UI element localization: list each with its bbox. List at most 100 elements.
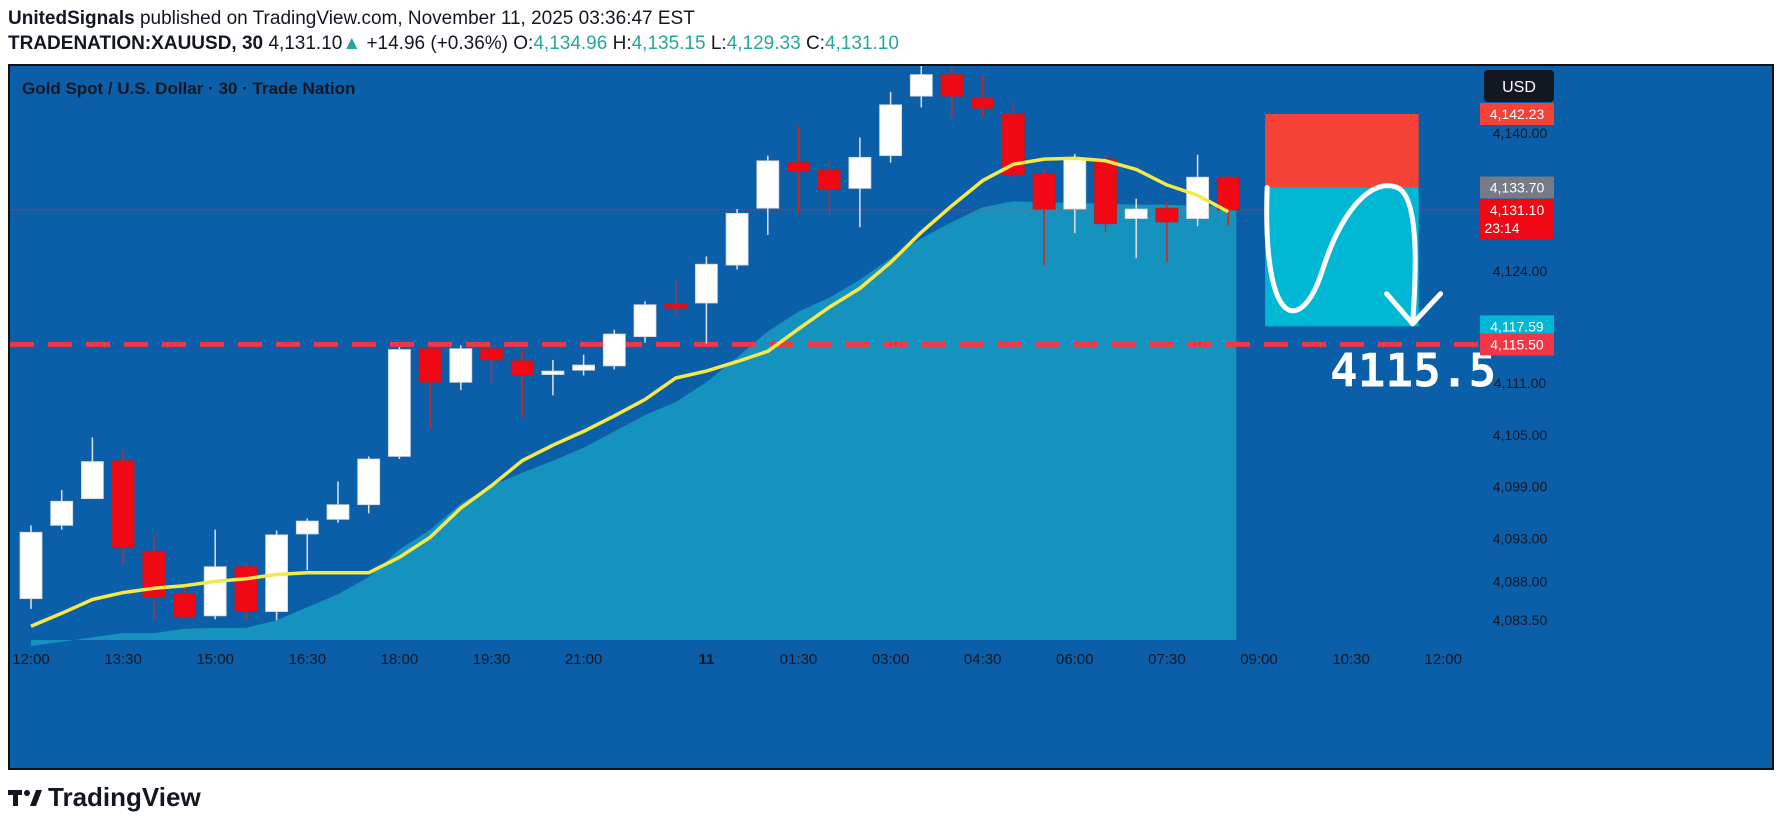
candle [1032,169,1056,266]
footer-brand: TradingView [8,782,201,813]
candle [480,343,503,384]
candle-body [111,460,135,549]
x-tick-label: 11 [698,651,714,668]
price-change: +14.96 (+0.36%) [366,33,508,54]
price-chart[interactable]: 4115.5 Gold Spot / U.S. Dollar · 30 · Tr… [10,66,1772,768]
candle-body [1124,208,1148,219]
price-tag-bg [1480,333,1554,356]
candle [633,301,657,343]
candle [725,209,749,270]
x-tick-label: 19:30 [473,651,511,668]
x-tick-label: 12:00 [1424,651,1462,668]
candle-body [879,104,902,157]
x-tick-label: 10:30 [1332,651,1370,668]
x-tick-label: 06:00 [1056,651,1094,668]
symbol-line: TRADENATION:XAUUSD, 30 4,131.10 ▲ +14.96 … [8,33,899,55]
candle [173,586,196,620]
forecast-curve-arrow [1264,183,1418,327]
candle-body [1002,113,1025,175]
candle [203,529,227,620]
candle [1002,102,1025,180]
price-tag: 4,133.70 [1480,176,1554,199]
candle-body [572,364,595,371]
candle-body [510,360,534,376]
price-tag: 4,131.10 23:14 [1480,198,1554,239]
price-tag-label: 4,142.23 [1490,106,1545,122]
candle [817,160,841,215]
candle-body [326,504,350,520]
candle [541,359,565,396]
candle [695,256,718,344]
y-tick-label: 4,124.00 [1493,263,1548,279]
price-tag: 4,142.23 [1480,103,1554,126]
candle [326,481,350,523]
y-tick-label: 4,099.00 [1493,479,1548,495]
y-tick-label: 4,111.00 [1494,375,1547,391]
target-annotation: 4115.5 [1330,343,1496,397]
candle [295,518,319,571]
price-tag-bg [1480,315,1554,338]
tradingview-logo-icon [8,789,42,806]
price-tag-bg [1480,103,1554,126]
x-tick-label: 15:00 [196,651,234,668]
x-tick-label: 09:00 [1240,651,1278,668]
candle [848,137,872,228]
candle-body [203,566,227,617]
candle-body [234,566,258,612]
candle [387,346,411,460]
moving-average-line [30,156,1230,628]
candle-body [418,348,442,383]
countdown-label: 23:14 [1484,220,1519,236]
x-tick-label: 13:30 [104,651,142,668]
price-tag-label: 4,133.70 [1490,180,1545,196]
x-tick-label: 04:30 [964,651,1002,668]
stop-loss-zone [1265,114,1419,188]
brand-name: TradingView [48,782,201,812]
candle [602,329,626,370]
candle-body [173,593,196,618]
currency-label: USD [1502,79,1536,96]
publisher-name[interactable]: UnitedSignals [8,8,135,29]
candle [940,67,964,118]
chart-frame[interactable]: 4115.5 Gold Spot / U.S. Dollar · 30 · Tr… [8,64,1774,770]
candle [572,354,595,376]
x-tick-label: 01:30 [780,651,818,668]
candle-body [50,500,74,526]
volume-profile-area [31,201,1237,647]
open-label: O: [513,33,534,54]
candle-body [81,461,104,500]
candle [111,450,135,565]
y-tick-label: 4,088.00 [1493,573,1548,589]
close-value: 4,131.10 [824,33,899,54]
candle-body [387,349,411,457]
currency-button[interactable]: USD [1484,70,1554,102]
candle [879,91,902,163]
candle-body [1032,173,1056,210]
open-value: 4,134.96 [533,33,608,54]
candle [787,126,810,215]
close-label: C: [805,33,825,54]
x-tick-label: 12:00 [12,651,50,668]
low-label: L: [710,33,727,54]
candle [234,563,258,621]
price-tag-label: 4,115.50 [1490,336,1544,352]
price-tag-bg [1480,176,1554,199]
candle-body [725,212,749,266]
up-arrow-icon: ▲ [342,33,362,54]
x-tick-label: 07:30 [1148,651,1186,668]
candle-body [909,74,933,97]
candle [756,155,780,235]
candle [81,437,104,500]
candle-body [1155,207,1179,223]
candle [142,533,166,621]
price-tag: 4,117.59 [1480,315,1554,338]
candle [1124,198,1148,259]
symbol-name[interactable]: TRADENATION:XAUUSD, 30 [8,33,264,54]
candle [1155,201,1179,263]
candle-body [664,303,688,309]
candle-body [940,74,964,97]
candle-body [1216,176,1240,211]
candle [1186,154,1209,227]
candle-body [633,304,657,338]
chart-title: Gold Spot / U.S. Dollar · 30 · Trade Nat… [22,79,355,98]
